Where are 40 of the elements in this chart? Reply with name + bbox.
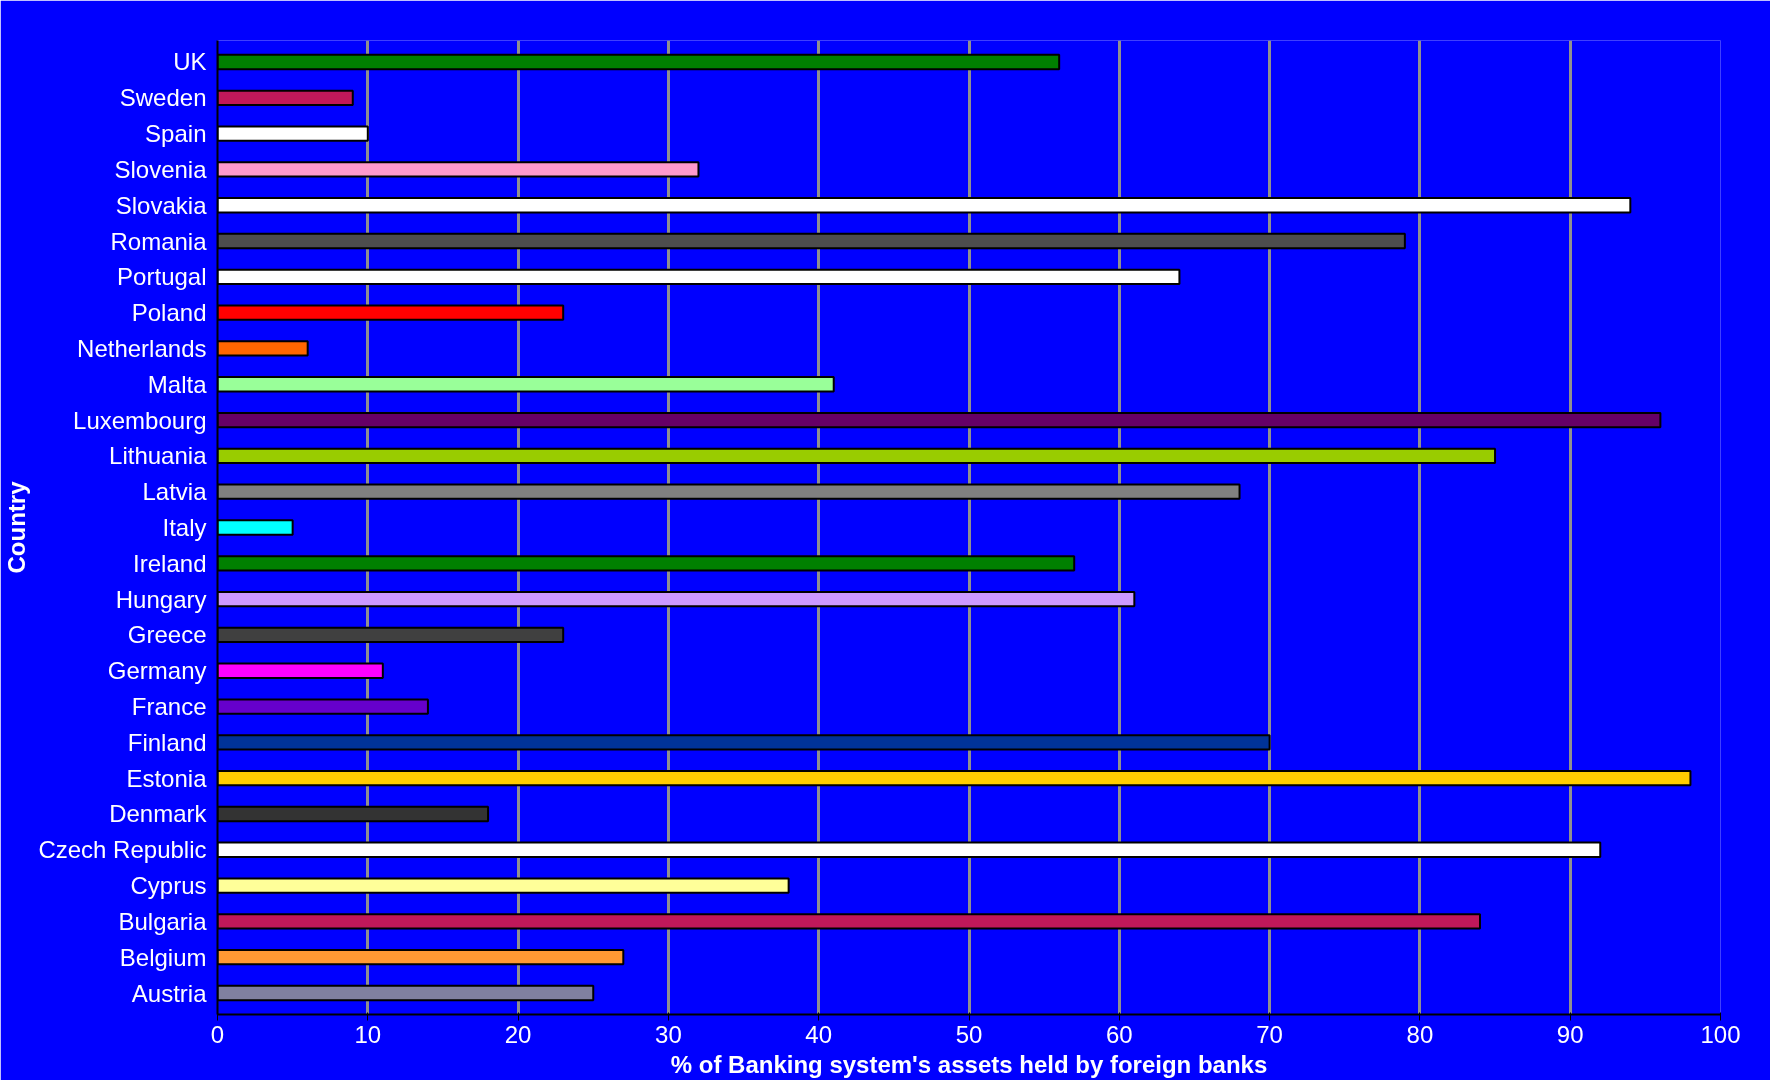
x-tick-label: 100 — [1700, 1020, 1741, 1048]
y-tick-label: Luxembourg — [73, 406, 207, 434]
y-tick-label: Denmark — [109, 800, 208, 828]
x-tick-label: 10 — [354, 1020, 382, 1048]
y-tick-label: Bulgaria — [118, 907, 208, 935]
y-tick-label: Cyprus — [130, 872, 207, 900]
y-tick-label: UK — [173, 48, 207, 76]
y-tick-label: Slovenia — [114, 155, 208, 183]
y-tick-label: Hungary — [115, 585, 207, 613]
y-tick-label: Poland — [131, 299, 207, 327]
x-tick-label: 50 — [955, 1020, 983, 1048]
y-tick-label: Estonia — [126, 764, 208, 792]
y-tick-label: Netherlands — [77, 334, 207, 362]
x-tick-label: 60 — [1105, 1020, 1133, 1048]
x-tick-label: 90 — [1556, 1020, 1584, 1048]
y-tick-label: Portugal — [117, 263, 207, 291]
x-tick-label: 40 — [805, 1020, 833, 1048]
y-tick-label: Slovakia — [115, 191, 208, 219]
x-tick-label: 30 — [655, 1020, 682, 1048]
y-tick-label: Czech Republic — [38, 836, 207, 864]
y-tick-label: Sweden — [119, 84, 207, 112]
y-tick-label: Romania — [110, 227, 208, 255]
x-axis-title: % of Banking system's assets held by foreign banks — [670, 1050, 1268, 1078]
y-tick-label: Belgium — [119, 943, 207, 971]
y-tick-label: Malta — [147, 370, 208, 398]
y-tick-label: Germany — [107, 657, 207, 685]
y-tick-label: Lithuania — [109, 442, 208, 470]
y-tick-label: Ireland — [133, 549, 207, 577]
y-tick-label: Spain — [145, 120, 207, 148]
y-tick-label: Greece — [127, 621, 207, 649]
x-tick-label: 20 — [504, 1020, 532, 1048]
y-tick-label: Italy — [162, 514, 207, 541]
y-tick-label: France — [131, 693, 207, 721]
x-tick-label: 80 — [1406, 1020, 1434, 1048]
y-tick-label: Finland — [127, 728, 207, 756]
y-tick-label: Latvia — [142, 478, 208, 506]
y-tick-label: Austria — [131, 979, 208, 1007]
x-tick-label: 70 — [1256, 1020, 1283, 1048]
y-axis-title: Country — [3, 480, 31, 574]
x-tick-label: 0 — [210, 1020, 225, 1048]
